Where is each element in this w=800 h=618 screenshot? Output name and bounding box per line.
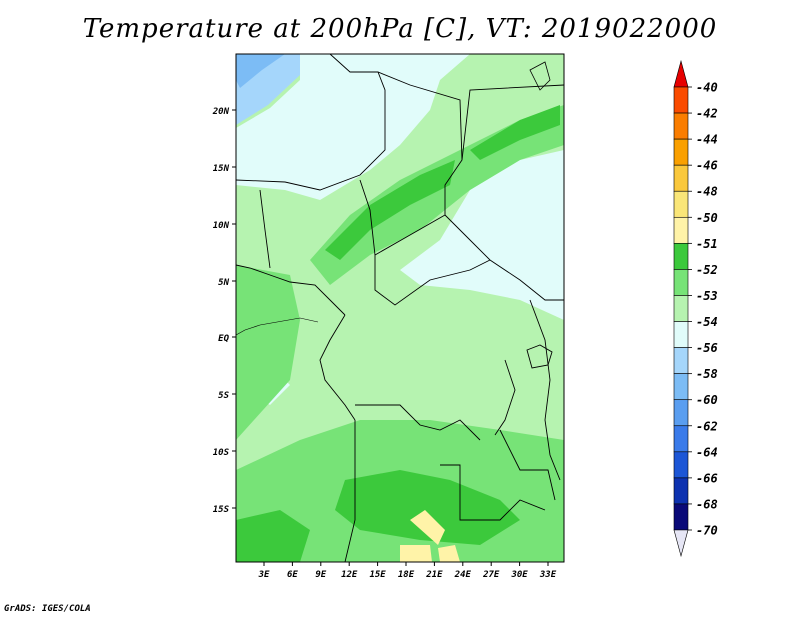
lon-label: 27E — [482, 570, 500, 580]
colorbar-label: -56 — [696, 341, 718, 355]
country-border — [494, 359, 516, 436]
lat-label: 15S — [213, 505, 230, 515]
country-border — [259, 189, 271, 269]
colorbar-segment — [673, 190, 689, 218]
country-border — [359, 179, 376, 256]
colorbar-label: -42 — [696, 107, 718, 121]
colorbar-segment — [673, 138, 689, 166]
colorbar-segment — [673, 112, 689, 140]
map-frame — [235, 53, 565, 563]
colorbar-label: -51 — [696, 237, 718, 251]
colorbar-label: -58 — [696, 367, 718, 381]
lon-label: 30E — [510, 570, 528, 580]
country-border — [444, 214, 564, 301]
lat-label: EQ — [218, 334, 229, 344]
colorbar-segment — [673, 399, 689, 427]
colorbar-label: -54 — [696, 315, 718, 329]
colorbar-label: -52 — [696, 263, 718, 277]
lat-label: 5S — [218, 391, 229, 401]
colorbar-label: -50 — [696, 211, 718, 225]
colorbar-segment — [673, 269, 689, 296]
country-border — [529, 299, 561, 481]
coastline — [235, 317, 319, 336]
colorbar-label: -62 — [696, 419, 718, 433]
colorbar-label: -40 — [696, 81, 718, 95]
colorbar-label: -48 — [696, 185, 718, 199]
west-coast-warm — [236, 265, 300, 440]
lon-label: 21E — [425, 570, 443, 580]
coastline-red-sea — [529, 61, 551, 91]
lon-label: 33E — [539, 570, 557, 580]
country-border — [235, 53, 386, 191]
colorbar-label: -46 — [696, 159, 718, 173]
colorbar-segment — [673, 347, 689, 374]
country-border — [355, 404, 481, 441]
lat-label: 5N — [218, 278, 229, 288]
country-border — [344, 420, 356, 563]
country-border — [499, 429, 556, 501]
colorbar-segment — [673, 503, 689, 531]
lat-label: 20N — [212, 107, 230, 117]
colorbar-segment — [673, 477, 689, 505]
colorbar-segment — [673, 425, 689, 453]
country-border — [440, 464, 546, 521]
country-border — [461, 84, 565, 161]
colorbar-label: -64 — [696, 445, 718, 459]
cool-region-north — [236, 54, 470, 200]
lon-label: 3E — [258, 570, 270, 580]
country-border — [374, 71, 463, 256]
colorbar-segment — [673, 321, 689, 348]
lon-label: 24E — [454, 570, 472, 580]
warm-band-ne — [470, 105, 560, 160]
lat-label: 10N — [213, 221, 230, 231]
lat-label: 10S — [213, 448, 230, 458]
warmest-south-1 — [410, 510, 445, 545]
colorbar-segment — [673, 451, 689, 479]
lon-label: 6E — [287, 570, 298, 580]
colorbar-label: -53 — [696, 289, 718, 303]
colorbar-segment — [673, 86, 689, 114]
warmest-south-2 — [400, 545, 432, 562]
warmest-south-3 — [438, 545, 460, 562]
south-warm-patch — [236, 510, 310, 562]
warm-band-core — [325, 160, 455, 260]
lon-label: 12E — [341, 570, 358, 580]
colorbar-label: -44 — [696, 133, 718, 147]
cold-region-nw-core — [236, 54, 285, 88]
lake-victoria — [526, 344, 553, 369]
colorbar-segment — [673, 216, 689, 244]
country-border — [319, 314, 356, 421]
lon-label: 9E — [315, 570, 326, 580]
colorbar-segment — [673, 164, 689, 192]
country-border — [235, 264, 346, 316]
colorbar-segment — [673, 295, 689, 322]
south-warmer — [335, 470, 520, 545]
colorbar-label: -60 — [696, 393, 718, 407]
lon-label: 15E — [369, 570, 386, 580]
colorbar-label: -70 — [696, 524, 718, 538]
country-border — [374, 255, 491, 306]
colorbar-label: -68 — [696, 497, 718, 511]
colorbar-segment — [673, 243, 689, 270]
lon-label: 18E — [398, 570, 415, 580]
colorbar-label: -66 — [696, 471, 718, 485]
grads-credit: GrADS: IGES/COLA — [4, 604, 91, 614]
colorbar-top-arrow — [673, 59, 689, 88]
chart-title: Temperature at 200hPa [C], VT: 201902200… — [82, 14, 718, 44]
colorbar-bottom-arrow — [673, 529, 689, 558]
lat-label: 15N — [213, 164, 230, 174]
colorbar-segment — [673, 373, 689, 401]
